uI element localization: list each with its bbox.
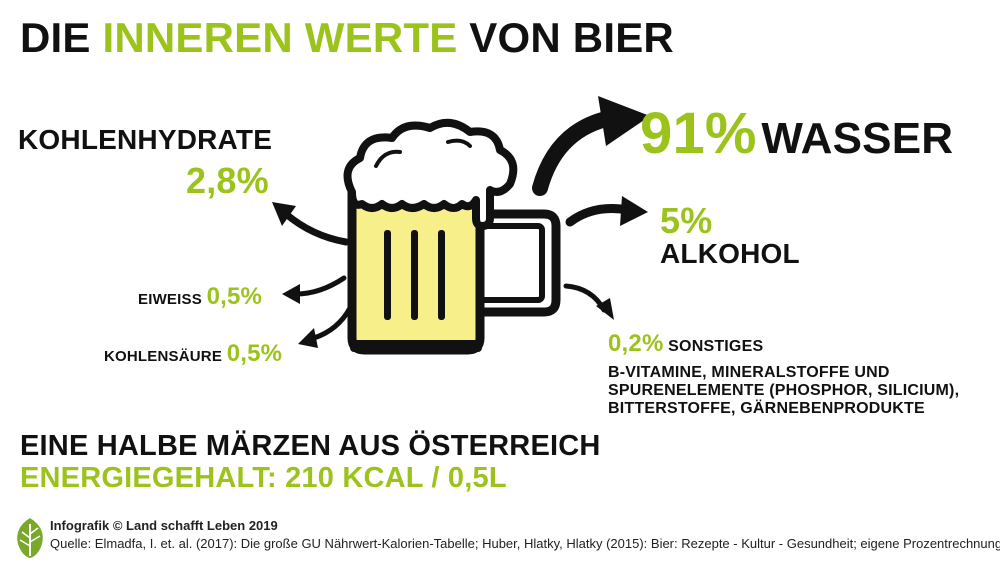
wasser-value: 91%	[640, 101, 757, 166]
sonstiges-entry: 0,2% SONSTIGES	[608, 330, 763, 358]
eiweiss-value: 0,5%	[206, 283, 263, 310]
summary-line-1: EINE HALBE MÄRZEN AUS ÖSTERREICH	[20, 430, 601, 462]
footer-credit: Infografik © Land schafft Leben 2019	[50, 518, 278, 533]
kohlensaeure-entry: KOHLENSÄURE 0,5%	[104, 340, 282, 368]
footer-source: Quelle: Elmadfa, I. et. al. (2017): Die …	[50, 536, 1000, 551]
eiweiss-label: EIWEISS	[138, 291, 202, 308]
arrow-sonstiges-icon	[563, 283, 614, 320]
kohlenhydrate-value: 2,8%	[186, 160, 269, 201]
page-title: DIE INNEREN WERTE VON BIER	[20, 14, 674, 61]
kohlensaeure-value: 0,5%	[226, 340, 283, 367]
wasser-entry: 91% WASSER	[640, 100, 953, 167]
sonstiges-label: SONSTIGES	[668, 338, 764, 355]
arrow-wasser-icon	[532, 96, 650, 196]
kohlensaeure-label: KOHLENSÄURE	[104, 348, 223, 365]
eiweiss-entry: EIWEISS 0,5%	[138, 283, 262, 311]
summary-energy: ENERGIEGEHALT: 210 KCAL / 0,5L	[20, 462, 507, 494]
arrow-alkohol-icon	[565, 196, 648, 227]
arrow-eiweiss-icon	[282, 275, 347, 304]
kohlenhydrate-label: KOHLENHYDRATE	[18, 124, 273, 155]
arrow-kohlenhydrate-icon	[272, 202, 350, 246]
sonstiges-description: B-VITAMINE, MINERALSTOFFE UND SPURENELEM…	[608, 364, 960, 417]
beer-mug-icon	[343, 118, 561, 355]
arrow-kohlensaeure-icon	[298, 305, 353, 348]
alkohol-value: 5%	[660, 200, 713, 241]
sonstiges-value: 0,2%	[608, 330, 664, 357]
leaf-logo-icon	[17, 518, 43, 558]
alkohol-label: ALKOHOL	[660, 238, 800, 269]
wasser-label: WASSER	[761, 114, 954, 163]
